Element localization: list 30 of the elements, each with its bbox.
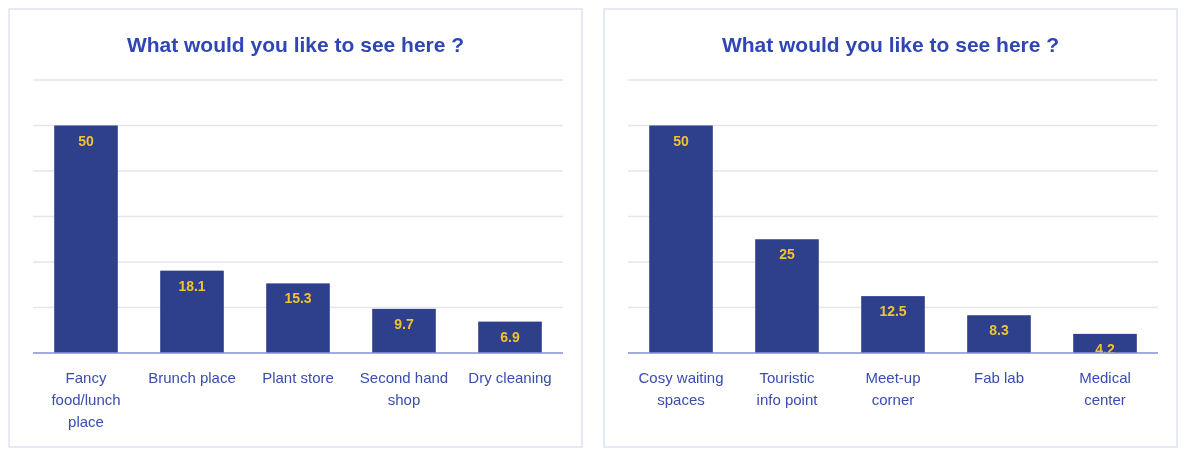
x-tick-label: Cosy waiting spaces: [638, 369, 724, 408]
bar: [54, 125, 118, 353]
x-tick-label: Medical center: [1079, 369, 1131, 408]
bar: [755, 239, 819, 353]
bar: [266, 283, 330, 353]
data-label: 18.1: [178, 277, 206, 294]
data-label: 15.3: [284, 290, 312, 307]
x-tick-label: Second hand shop: [359, 369, 449, 408]
bar: [160, 270, 224, 353]
data-label: 8.3: [989, 322, 1009, 339]
data-label: 25: [779, 246, 795, 263]
chart-title: What would you like to see here ?: [721, 33, 1060, 56]
data-label: 4.2: [1095, 340, 1115, 357]
data-label: 50: [673, 132, 689, 149]
bar: [372, 308, 436, 353]
bar: [861, 296, 925, 353]
x-tick-label: Fab lab: [973, 369, 1025, 386]
bar: [649, 125, 713, 353]
x-tick-label: Fancy food/lunch place: [51, 369, 121, 430]
bar: [967, 315, 1031, 353]
x-tick-label: Brunch place: [148, 369, 236, 386]
data-label: 12.5: [879, 303, 907, 320]
chart-title: What would you like to see here ?: [126, 33, 465, 56]
data-label: 50: [78, 132, 94, 149]
data-label: 9.7: [394, 315, 414, 332]
x-tick-label: Plant store: [262, 369, 334, 386]
x-tick-label: Dry cleaning: [468, 369, 552, 386]
x-tick-label: Meet-up corner: [865, 369, 921, 408]
data-label: 6.9: [500, 328, 520, 345]
x-tick-label: Touristic info point: [756, 369, 819, 408]
